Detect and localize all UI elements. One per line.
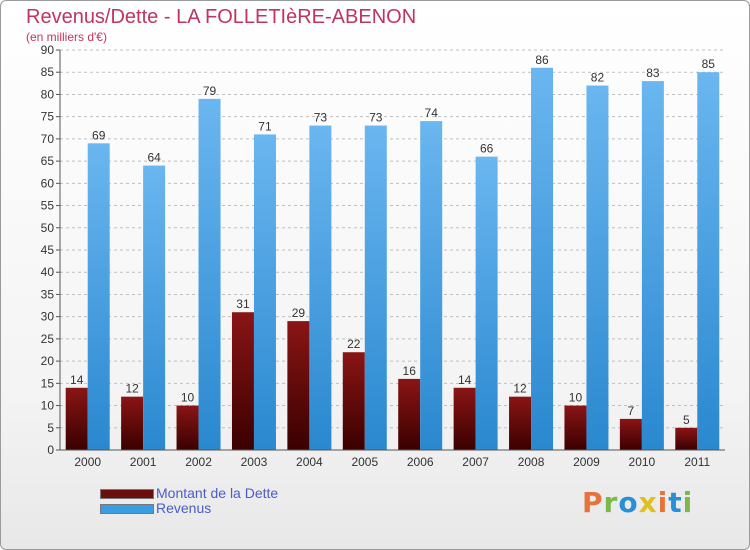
x-tick-label-2008: 2008 <box>518 455 545 469</box>
x-tick-label-2003: 2003 <box>241 455 268 469</box>
bar-revenus-2003 <box>253 134 276 450</box>
bars-layer <box>65 67 720 451</box>
brand-letter: x <box>638 486 658 519</box>
y-tick-label: 0 <box>47 443 54 457</box>
brand-letter: i <box>682 486 694 519</box>
bar-revenus-2005 <box>364 125 387 451</box>
y-tick-label: 30 <box>41 310 55 324</box>
data-label-dette-2002: 10 <box>181 391 195 405</box>
bar-dette-2005 <box>342 352 365 450</box>
y-tick-label: 70 <box>41 132 55 146</box>
data-label-dette-2001: 12 <box>125 382 139 396</box>
data-label-revenus-2011: 85 <box>702 57 716 71</box>
data-label-dette-2009: 10 <box>569 391 583 405</box>
bar-dette-2006 <box>398 378 421 450</box>
bar-revenus-2011 <box>697 72 720 450</box>
data-label-dette-2006: 16 <box>403 364 417 378</box>
data-label-dette-2007: 14 <box>458 373 472 387</box>
bar-dette-2003 <box>231 312 254 450</box>
labels-layer: 14 69 12 64 10 79 31 71 29 73 22 73 16 74 14 66 12 86 10 82… <box>70 53 715 427</box>
legend-label-dette: Montant de la Dette <box>156 485 279 501</box>
brand-letter: t <box>668 486 683 519</box>
x-tick-label-2004: 2004 <box>296 455 323 469</box>
bar-revenus-2002 <box>198 98 221 450</box>
bar-dette-2008 <box>509 396 532 450</box>
brand-logo: Proxiti <box>582 486 693 519</box>
grid-layer <box>60 49 725 451</box>
data-label-revenus-2007: 66 <box>480 142 494 156</box>
y-tick-label: 90 <box>41 43 55 57</box>
bar-dette-2002 <box>176 405 199 450</box>
brand-letter: o <box>618 486 639 519</box>
data-label-dette-2011: 5 <box>683 413 690 427</box>
axis-layer: 0510152025303540455055606570758085902000… <box>41 43 725 469</box>
y-tick-label: 35 <box>41 287 55 301</box>
y-tick-label: 55 <box>41 199 55 213</box>
bar-dette-2009 <box>564 405 587 450</box>
y-tick-label: 15 <box>41 376 55 390</box>
data-label-revenus-2009: 82 <box>591 71 605 85</box>
bar-dette-2001 <box>121 396 144 450</box>
data-label-dette-2003: 31 <box>236 297 250 311</box>
data-label-dette-2010: 7 <box>628 404 635 418</box>
x-tick-label-2011: 2011 <box>684 455 710 469</box>
data-label-revenus-2003: 71 <box>258 119 272 133</box>
data-label-dette-2000: 14 <box>70 373 84 387</box>
data-label-revenus-2001: 64 <box>147 151 161 165</box>
bar-revenus-2004 <box>309 125 332 451</box>
x-tick-label-2007: 2007 <box>462 455 489 469</box>
bar-dette-2011 <box>675 427 698 450</box>
x-tick-label-2000: 2000 <box>74 455 101 469</box>
legend-label-revenus: Revenus <box>156 500 212 516</box>
brand-letter: P <box>582 486 604 519</box>
y-tick-label: 10 <box>41 399 55 413</box>
chart-title: Revenus/Dette - LA FOLLETIèRE-ABENON <box>26 6 417 28</box>
bar-dette-2007 <box>453 387 476 450</box>
x-tick-label-2001: 2001 <box>130 455 157 469</box>
bar-revenus-2010 <box>641 81 664 450</box>
y-tick-label: 65 <box>41 154 55 168</box>
bar-revenus-2009 <box>586 85 609 451</box>
y-tick-label: 60 <box>41 176 55 190</box>
bar-dette-2000 <box>65 387 88 450</box>
bar-revenus-2000 <box>87 143 110 451</box>
data-label-revenus-2010: 83 <box>646 66 660 80</box>
y-tick-label: 85 <box>41 65 55 79</box>
y-tick-label: 40 <box>41 265 55 279</box>
data-label-revenus-2005: 73 <box>369 111 383 125</box>
x-tick-label-2002: 2002 <box>185 455 212 469</box>
data-label-dette-2005: 22 <box>347 337 361 351</box>
data-label-revenus-2004: 73 <box>314 111 328 125</box>
bar-revenus-2008 <box>531 67 554 451</box>
y-tick-label: 45 <box>41 243 55 257</box>
bar-revenus-2007 <box>475 156 498 450</box>
y-tick-label: 50 <box>41 221 55 235</box>
bar-dette-2010 <box>619 418 642 450</box>
data-label-revenus-2008: 86 <box>535 53 549 67</box>
y-tick-label: 80 <box>41 87 55 101</box>
data-label-dette-2004: 29 <box>292 306 306 320</box>
y-tick-label: 5 <box>47 421 54 435</box>
y-tick-label: 20 <box>41 354 55 368</box>
chart-subtitle: (en milliers d'€) <box>26 30 107 44</box>
data-label-revenus-2002: 79 <box>203 84 217 98</box>
x-tick-label-2005: 2005 <box>351 455 378 469</box>
y-tick-label: 25 <box>41 332 55 346</box>
legend-swatch-dette <box>100 489 154 499</box>
x-tick-label-2006: 2006 <box>407 455 434 469</box>
data-label-revenus-2006: 74 <box>425 106 439 120</box>
brand-letter: i <box>657 486 669 519</box>
brand-letter: r <box>603 486 619 519</box>
y-tick-label: 75 <box>41 110 55 124</box>
data-label-dette-2008: 12 <box>513 382 527 396</box>
x-tick-label-2010: 2010 <box>629 455 656 469</box>
bar-revenus-2001 <box>143 165 166 451</box>
legend-swatch-revenus <box>100 504 154 514</box>
data-label-revenus-2000: 69 <box>92 128 106 142</box>
x-tick-label-2009: 2009 <box>573 455 600 469</box>
bar-dette-2004 <box>287 321 310 450</box>
bar-revenus-2006 <box>420 121 443 450</box>
